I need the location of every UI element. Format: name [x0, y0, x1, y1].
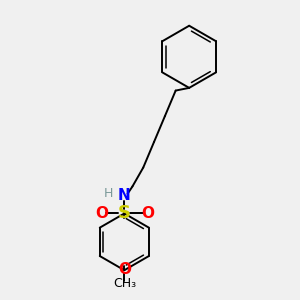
Text: N: N [118, 188, 131, 203]
Text: S: S [118, 205, 131, 223]
Text: O: O [118, 262, 131, 277]
Text: O: O [95, 206, 108, 221]
Text: O: O [141, 206, 154, 221]
Text: H: H [103, 187, 113, 200]
Text: CH₃: CH₃ [113, 277, 136, 290]
